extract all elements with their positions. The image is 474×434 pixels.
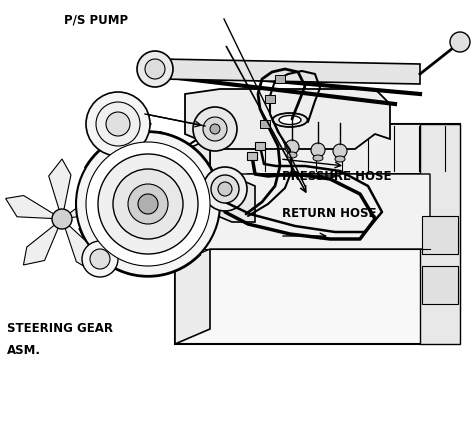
Ellipse shape: [335, 157, 345, 163]
Circle shape: [86, 93, 150, 157]
Polygon shape: [175, 140, 210, 344]
Polygon shape: [175, 174, 430, 264]
Polygon shape: [175, 125, 460, 344]
Polygon shape: [208, 177, 255, 223]
Text: RETURN HOSE: RETURN HOSE: [282, 206, 376, 219]
Circle shape: [113, 170, 183, 240]
Polygon shape: [62, 220, 95, 271]
Text: P/S PUMP: P/S PUMP: [64, 13, 128, 26]
Ellipse shape: [279, 116, 301, 125]
Circle shape: [86, 143, 210, 266]
Bar: [265, 96, 275, 104]
Circle shape: [137, 52, 173, 88]
Circle shape: [52, 210, 72, 230]
Circle shape: [82, 241, 118, 277]
Circle shape: [311, 144, 325, 158]
Text: STEERING GEAR: STEERING GEAR: [7, 321, 113, 334]
Polygon shape: [422, 217, 458, 254]
Polygon shape: [185, 90, 390, 150]
Bar: [275, 76, 285, 84]
Text: PRESSURE HOSE: PRESSURE HOSE: [282, 169, 392, 182]
Circle shape: [218, 183, 232, 197]
Polygon shape: [210, 125, 460, 191]
Text: ASM.: ASM.: [7, 343, 41, 356]
Circle shape: [138, 194, 158, 214]
Bar: [255, 143, 265, 151]
Circle shape: [106, 113, 130, 137]
Ellipse shape: [273, 114, 308, 128]
Circle shape: [76, 133, 220, 276]
Ellipse shape: [313, 156, 323, 161]
Circle shape: [98, 155, 198, 254]
Circle shape: [210, 125, 220, 135]
Circle shape: [203, 118, 227, 141]
Polygon shape: [422, 266, 458, 304]
Circle shape: [285, 141, 299, 155]
Polygon shape: [23, 220, 62, 265]
Circle shape: [203, 168, 247, 211]
Circle shape: [333, 145, 347, 159]
Circle shape: [90, 250, 110, 270]
Polygon shape: [160, 60, 420, 85]
Circle shape: [211, 176, 239, 204]
Bar: [260, 121, 270, 129]
Ellipse shape: [287, 153, 297, 159]
Circle shape: [96, 103, 140, 147]
Polygon shape: [420, 125, 460, 344]
Circle shape: [450, 33, 470, 53]
Circle shape: [193, 108, 237, 151]
Polygon shape: [62, 192, 118, 220]
Polygon shape: [6, 196, 62, 220]
Circle shape: [145, 60, 165, 80]
Polygon shape: [49, 160, 71, 220]
Bar: [247, 153, 257, 161]
Circle shape: [128, 184, 168, 224]
